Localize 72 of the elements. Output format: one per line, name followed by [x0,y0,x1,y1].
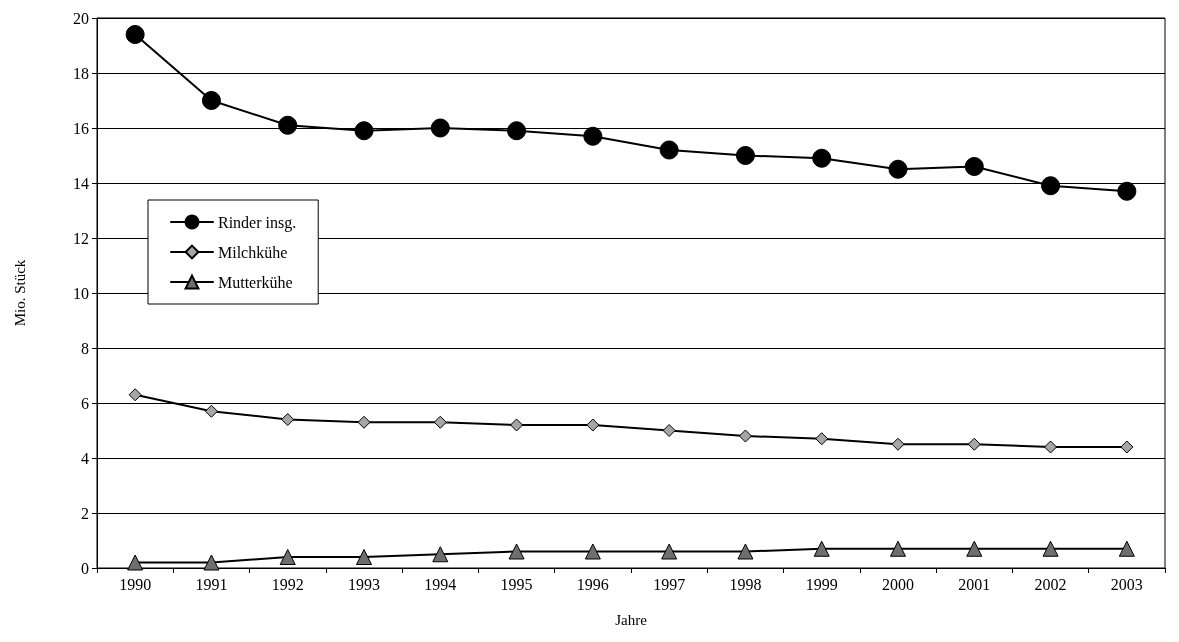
point [354,121,374,141]
x-tick-label: 2003 [1110,575,1143,593]
x-tick-label: 1998 [729,575,762,593]
point [281,413,295,426]
x-tick-label: 1992 [271,575,304,593]
point [586,418,600,432]
point [737,543,754,560]
point [125,25,145,44]
point [279,549,296,565]
y-tick-label: 14 [73,174,89,192]
point [433,415,447,429]
y-axis-title: Mio. Stück [11,259,28,327]
y-tick-label: 8 [81,339,89,357]
point [510,418,524,432]
x-tick-label: 1993 [348,575,380,593]
point [735,146,755,165]
point [659,140,679,160]
x-tick-label: 2001 [958,575,991,593]
point [507,121,527,141]
y-tick-label: 4 [81,449,89,467]
y-tick-label: 6 [81,394,89,412]
x-tick-label: 1991 [195,575,228,593]
x-axis-title: Jahre [615,611,648,628]
y-tick-label: 18 [73,64,89,82]
y-tick-label: 20 [73,9,89,27]
point [738,429,752,443]
point [891,437,905,451]
point [966,540,983,557]
x-tick-label: 1995 [500,575,533,593]
point [888,159,908,179]
point [127,554,144,571]
point [1120,440,1134,454]
x-tick-label: 1990 [119,575,152,593]
point [201,91,221,110]
point [203,554,220,571]
x-tick-label: 1994 [424,575,457,593]
point [661,543,678,560]
y-tick-label: 12 [73,229,89,247]
x-tick-label: 2000 [882,575,914,593]
point [1044,440,1058,454]
legend-label: Mutterkühe [218,273,293,291]
x-tick-label: 2002 [1034,575,1067,593]
point [584,543,601,560]
point [662,424,676,437]
x-tick-label: 1997 [653,575,686,593]
legend-label: Rinder insg. [218,213,297,232]
legend-label: Milchkühe [218,243,288,261]
point [813,540,830,557]
point [278,115,298,135]
x-tick-label: 1999 [805,575,838,593]
point [1118,540,1135,557]
point [128,388,142,402]
y-tick-label: 16 [73,119,89,137]
point [815,432,829,446]
point [583,126,603,146]
point [1042,540,1059,557]
point [356,549,372,565]
y-tick-label: 10 [73,284,89,302]
point [508,543,525,560]
point [357,415,371,429]
point [890,540,906,557]
point [812,148,832,168]
x-tick-label: 1996 [576,575,609,593]
point [430,118,450,138]
point [967,437,981,451]
point [1117,181,1137,201]
point [964,157,984,176]
point [204,404,218,418]
point [1041,176,1061,196]
y-tick-label: 0 [81,559,89,577]
y-tick-label: 2 [81,504,89,522]
point [432,546,449,563]
